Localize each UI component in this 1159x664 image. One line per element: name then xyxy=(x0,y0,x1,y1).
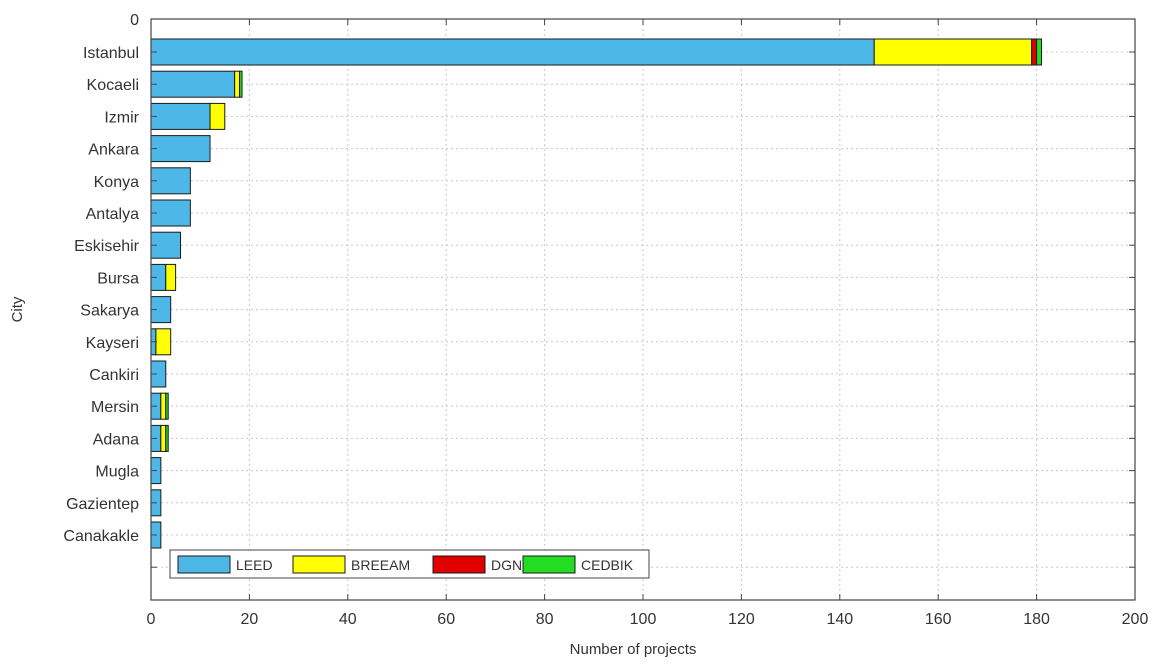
bar-leed-antalya xyxy=(150,199,191,227)
bar-cedbik-istanbul xyxy=(1036,38,1043,66)
y-category-label: Sakarya xyxy=(80,303,139,320)
y-category-label: Mersin xyxy=(91,399,139,416)
bar-leed-istanbul xyxy=(150,38,875,66)
bar-cedbik-kocaeli xyxy=(239,70,243,98)
bar-leed-konya xyxy=(150,167,191,195)
y-tick-label-top: 0 xyxy=(130,12,139,29)
bar-dgnb-istanbul xyxy=(1031,38,1038,66)
bar-breeam-kocaeli xyxy=(234,70,241,98)
y-category-label: Kayseri xyxy=(86,335,139,352)
y-category-label: Cankiri xyxy=(89,367,139,384)
y-category-label: Gazientep xyxy=(66,496,139,513)
x-tick-label: 120 xyxy=(728,611,755,628)
y-category-label: Bursa xyxy=(97,270,139,287)
legend-label-leed: LEED xyxy=(236,557,273,573)
legend-label-breeam: BREEAM xyxy=(351,557,410,573)
legend-label-dgnb: DGNB xyxy=(491,557,531,573)
y-category-label: Canakakle xyxy=(63,528,139,545)
y-category-label: Antalya xyxy=(86,206,139,223)
bar-breeam-izmir xyxy=(209,102,226,130)
legend-swatch-dgnb xyxy=(432,555,486,574)
x-tick-label: 180 xyxy=(1023,611,1050,628)
legend-swatch-breeam xyxy=(292,555,346,574)
y-category-label: Konya xyxy=(94,174,139,191)
bar-breeam-kayseri xyxy=(155,328,172,356)
bar-cedbik-mersin xyxy=(165,392,169,420)
y-category-label: Mugla xyxy=(95,464,139,481)
bar-breeam-adana xyxy=(160,424,167,452)
y-category-label: Izmir xyxy=(104,109,139,126)
bar-breeam-mersin xyxy=(160,392,167,420)
y-category-label: Adana xyxy=(93,431,139,448)
x-tick-label: 160 xyxy=(925,611,952,628)
bar-cedbik-adana xyxy=(165,424,169,452)
legend-label-cedbik: CEDBIK xyxy=(581,557,634,573)
legend-swatch-cedbik xyxy=(522,555,576,574)
x-tick-label: 40 xyxy=(339,611,357,628)
bar-breeam-bursa xyxy=(165,263,177,291)
y-axis-title: City xyxy=(9,296,26,322)
x-tick-label: 100 xyxy=(630,611,657,628)
x-tick-label: 200 xyxy=(1122,611,1149,628)
x-tick-label: 20 xyxy=(241,611,259,628)
bar-leed-izmir xyxy=(150,102,211,130)
bar-leed-ankara xyxy=(150,135,211,163)
bar-leed-kocaeli xyxy=(150,70,236,98)
x-tick-label: 80 xyxy=(536,611,554,628)
x-axis-title: Number of projects xyxy=(570,641,697,658)
x-tick-label: 60 xyxy=(437,611,455,628)
y-category-label: Istanbul xyxy=(83,45,139,62)
legend-swatch-leed xyxy=(177,555,231,574)
x-tick-label: 0 xyxy=(147,611,156,628)
x-tick-label: 140 xyxy=(826,611,853,628)
y-category-label: Eskisehir xyxy=(74,238,140,255)
y-category-label: Kocaeli xyxy=(87,77,139,94)
y-category-label: Ankara xyxy=(88,142,139,159)
bar-breeam-istanbul xyxy=(873,38,1033,66)
